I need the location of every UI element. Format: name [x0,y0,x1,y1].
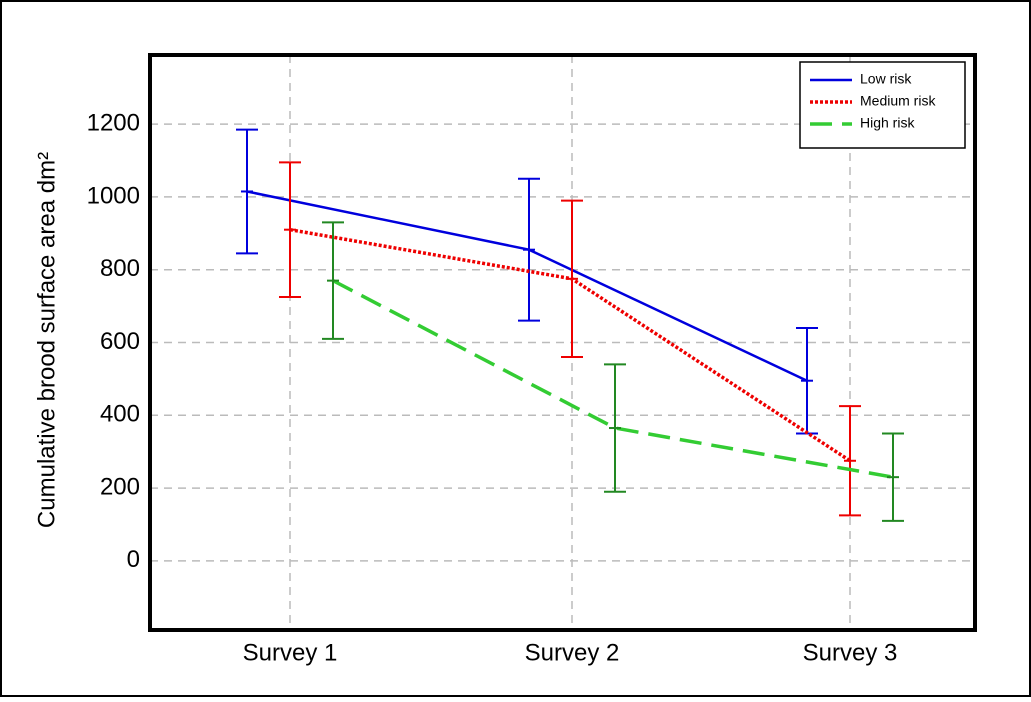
y-tick-label: 600 [100,328,140,355]
x-tick-label: Survey 3 [803,639,898,666]
legend-label: Low risk [860,71,912,87]
x-tick-label: Survey 1 [243,639,338,666]
series-line [332,279,894,479]
plot-border [148,53,977,632]
y-tick-label: 800 [100,255,140,282]
error-bar [518,177,540,322]
error-bar [604,363,626,493]
error-bar [236,128,258,255]
legend-label: High risk [860,115,915,131]
error-bar [882,432,904,522]
error-bar [279,161,301,299]
legend-label: Medium risk [860,93,936,109]
y-axis-label: Cumulative brood surface area dm² [33,152,60,528]
error-bar [322,221,344,340]
error-bar [796,326,818,435]
y-tick-label: 1000 [87,182,140,209]
error-bar [561,199,583,359]
x-tick-label: Survey 2 [525,639,620,666]
legend-box [799,61,966,149]
error-bar [839,405,861,517]
y-tick-label: 400 [100,401,140,428]
y-tick-label: 200 [100,473,140,500]
y-tick-label: 0 [127,546,140,573]
y-tick-label: 1200 [87,109,140,136]
